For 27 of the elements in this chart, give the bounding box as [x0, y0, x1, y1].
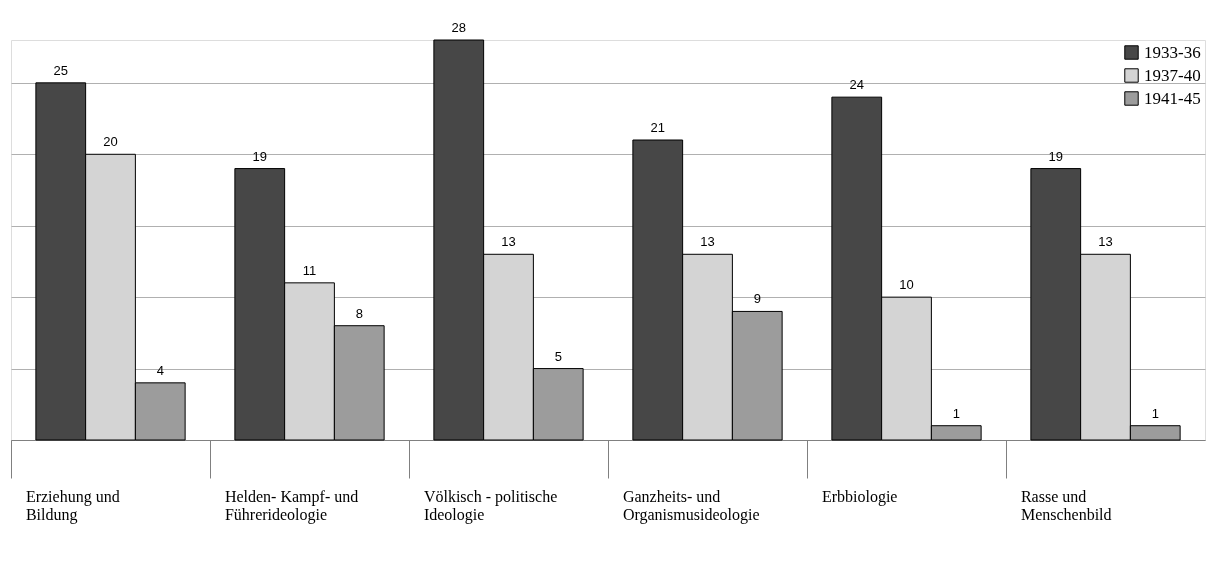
data-label: 28 — [451, 20, 466, 35]
data-label: 19 — [1048, 148, 1063, 164]
x-tick-label: Rasse und Menschenbild — [1020, 487, 1112, 523]
data-label: 13 — [501, 234, 516, 250]
data-label: 11 — [302, 262, 317, 278]
legend-label: 1933-36 — [1144, 42, 1201, 62]
data-label: 4 — [156, 362, 164, 378]
data-label: 9 — [753, 291, 761, 307]
data-label: 20 — [103, 134, 118, 150]
x-tick-label: Ganzheits- und Organismusideologie — [622, 487, 760, 524]
data-label: 1 — [1151, 405, 1159, 421]
data-label: 5 — [554, 348, 562, 364]
data-label: 13 — [1098, 234, 1113, 250]
data-label: 8 — [355, 305, 363, 321]
legend-label: 1937-40 — [1144, 65, 1201, 85]
x-tick-label: Helden- Kampf- und Führerideologie — [224, 487, 359, 524]
data-label: 25 — [53, 62, 68, 78]
legend-label: 1941-45 — [1144, 88, 1201, 108]
x-tick-label: Erbbiologie — [821, 487, 898, 506]
data-label: 13 — [700, 234, 715, 250]
x-tick-label: Erziehung und Bildung — [25, 487, 120, 524]
data-label: 19 — [252, 148, 267, 164]
data-label: 24 — [849, 77, 864, 93]
x-tick-label: Völkisch - politische Ideologie — [423, 487, 558, 524]
data-label: 21 — [650, 120, 665, 135]
data-label: 1 — [952, 405, 960, 421]
data-label: 10 — [899, 277, 914, 293]
